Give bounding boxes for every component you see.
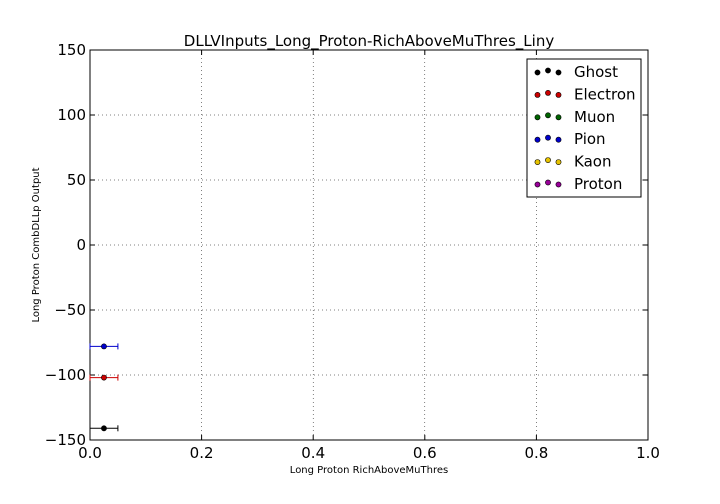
legend-item-ghost: Ghost — [534, 63, 618, 81]
legend-marker — [555, 114, 562, 121]
y-tick-label: −100 — [45, 366, 86, 384]
y-tick-label: 150 — [57, 41, 86, 59]
y-tick-label: −50 — [54, 301, 86, 319]
x-tick-label: 0.2 — [190, 444, 214, 462]
legend-marker — [555, 69, 562, 76]
x-tick-label: 0.4 — [301, 444, 325, 462]
data-point-pion — [101, 343, 107, 350]
legend-marker — [534, 114, 541, 121]
legend-marker — [534, 69, 541, 76]
chart-title: DLLVInputs_Long_Proton-RichAboveMuThres_… — [184, 32, 555, 51]
legend-marker — [545, 112, 551, 119]
data-point-electron — [101, 374, 107, 381]
legend-marker — [555, 181, 562, 188]
legend-label: Muon — [574, 108, 615, 126]
x-tick-label: 0.6 — [413, 444, 437, 462]
x-tick-label: 0.0 — [78, 444, 102, 462]
x-axis-label: Long Proton RichAboveMuThres — [290, 465, 448, 476]
legend-marker — [545, 67, 551, 74]
y-tick-label: 0 — [76, 236, 86, 254]
legend-marker — [555, 136, 562, 143]
legend-marker — [555, 159, 562, 165]
legend-marker — [534, 136, 541, 143]
legend-label: Proton — [574, 175, 622, 193]
y-tick-label: 100 — [57, 106, 86, 124]
x-tick-label: 1.0 — [636, 444, 660, 462]
legend-label: Electron — [574, 85, 636, 103]
legend-item-electron: Electron — [534, 85, 636, 103]
legend-marker — [534, 159, 541, 165]
legend-marker — [545, 179, 551, 186]
legend-marker — [545, 157, 551, 163]
legend: Ghost Electron Muon Pion Kaon Proton — [526, 58, 642, 198]
legend-box — [526, 58, 642, 198]
legend-label: Kaon — [574, 153, 611, 171]
legend-item-muon: Muon — [534, 108, 615, 126]
legend-marker — [534, 181, 541, 188]
plot-area — [89, 49, 649, 441]
y-tick-label: −150 — [45, 431, 86, 449]
axis-ticks: 0.0 0.2 0.4 0.6 0.8 1.0 150 100 50 0 −50 −100 −150 — [45, 41, 660, 462]
legend-marker — [545, 134, 551, 141]
y-tick-label: 50 — [67, 171, 86, 189]
data-points — [89, 343, 119, 432]
legend-marker — [534, 92, 541, 98]
data-point-ghost — [101, 425, 107, 432]
legend-item-kaon: Kaon — [534, 153, 611, 171]
y-axis-label: Long Proton CombDLLp Output — [31, 167, 42, 322]
legend-label: Pion — [574, 130, 606, 148]
legend-item-proton: Proton — [534, 175, 622, 193]
legend-label: Ghost — [574, 63, 618, 81]
x-tick-label: 0.8 — [524, 444, 548, 462]
legend-marker — [545, 90, 551, 96]
legend-item-pion: Pion — [534, 130, 606, 148]
legend-marker — [555, 92, 562, 98]
